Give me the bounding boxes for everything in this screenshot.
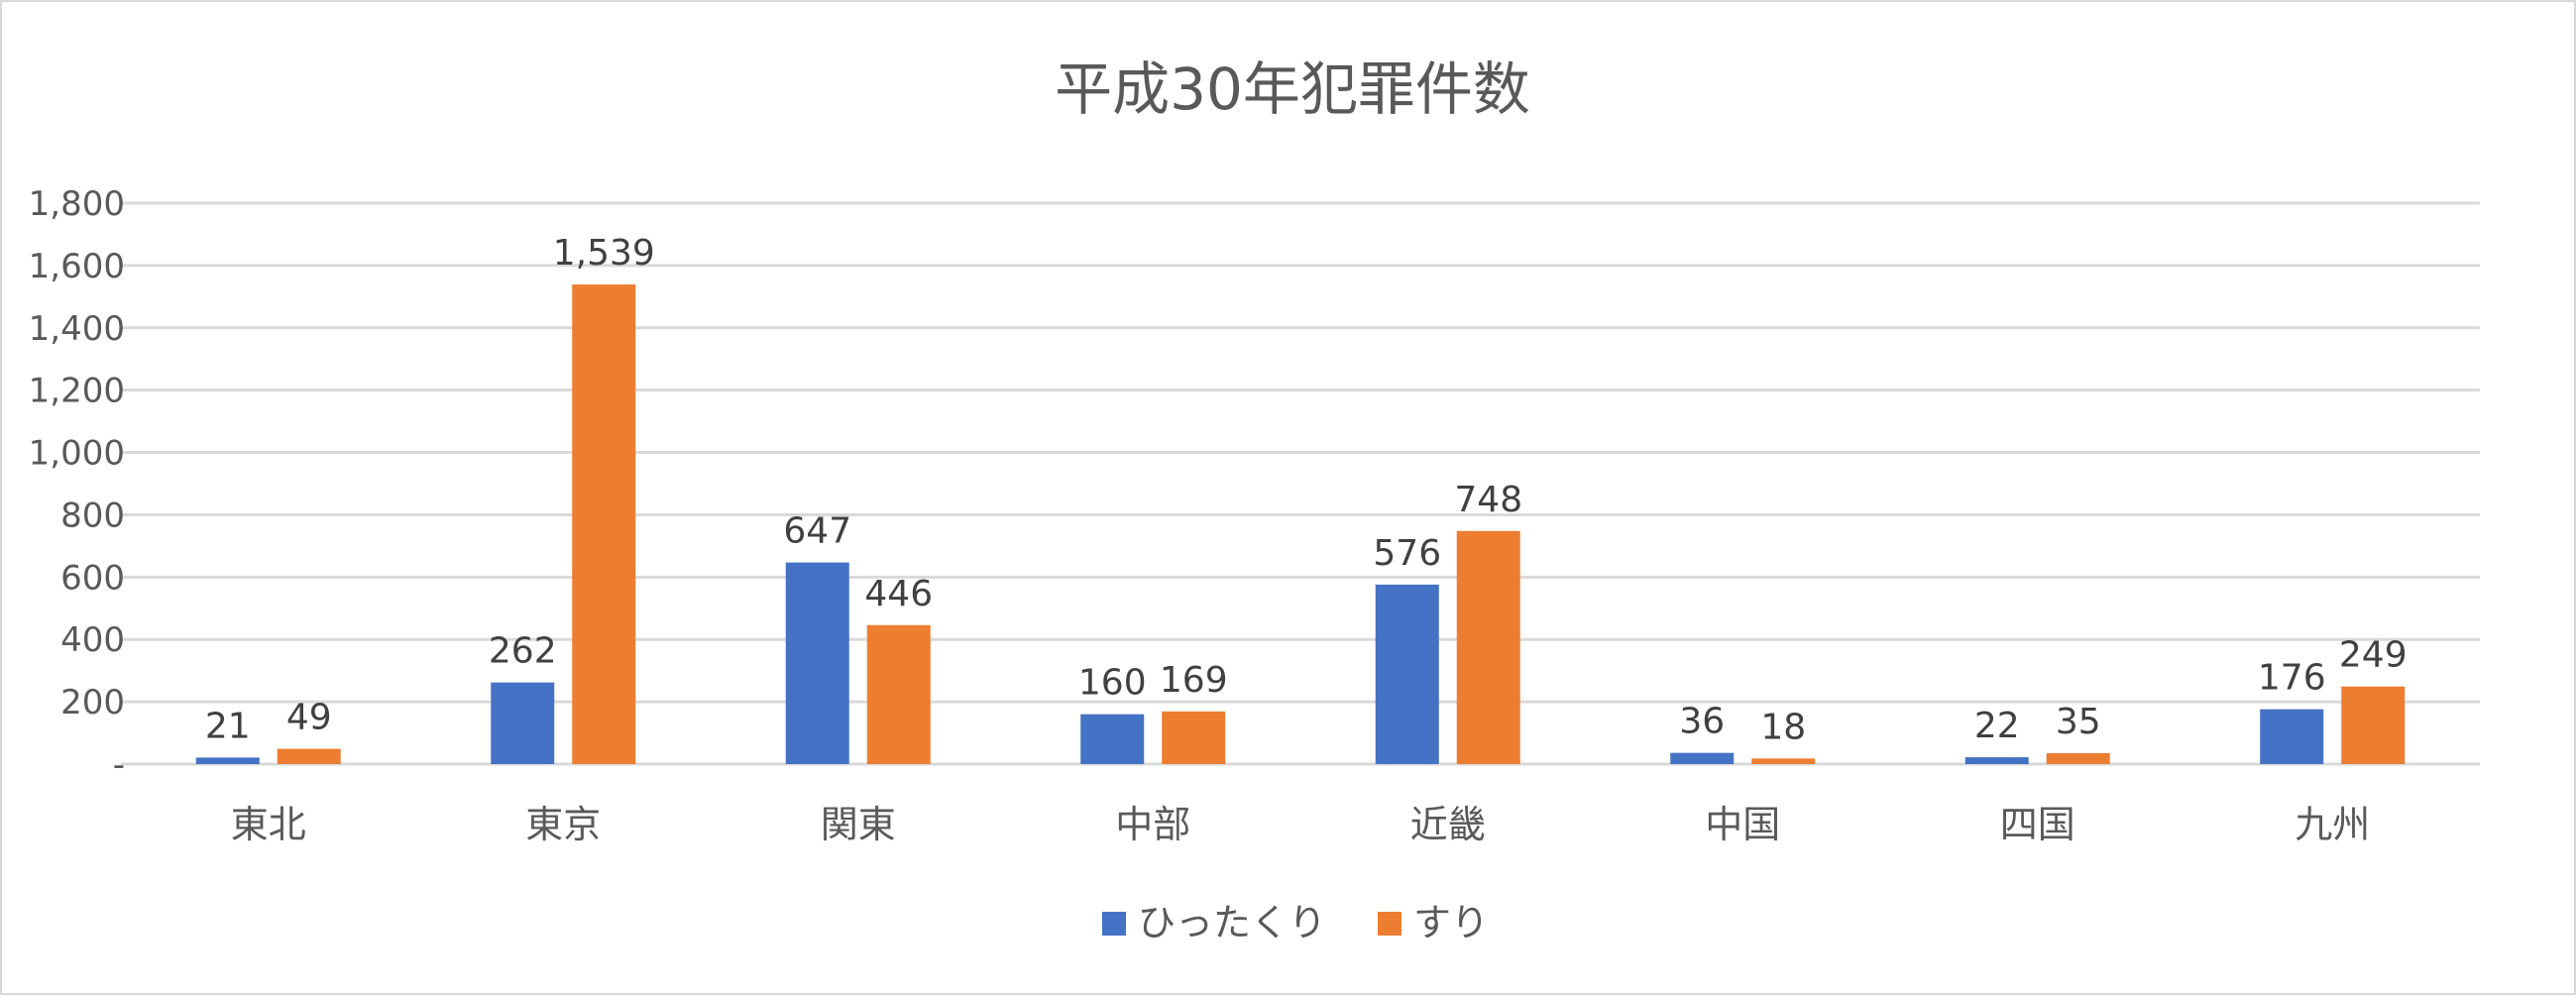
y-tick-label: 1,000 — [29, 434, 125, 474]
bar-suri — [866, 624, 931, 764]
bar-suri — [1751, 758, 1816, 764]
category-label: 中部 — [1115, 803, 1190, 846]
y-tick-label: 1,200 — [29, 372, 125, 411]
data-label: 35 — [2056, 702, 2101, 742]
y-tick-label: 1,400 — [29, 309, 125, 349]
data-label: 18 — [1760, 707, 1806, 747]
bar-hittakuri — [1375, 584, 1439, 764]
data-label: 160 — [1078, 663, 1147, 704]
bar-hittakuri — [195, 757, 260, 764]
bar-hittakuri — [785, 562, 849, 764]
y-tick-label: 400 — [60, 620, 125, 660]
y-tick-label: 600 — [60, 558, 125, 598]
data-label: 576 — [1373, 533, 1441, 574]
data-label: 176 — [2258, 658, 2326, 699]
legend-label: すり — [1413, 901, 1489, 944]
bar-suri — [572, 284, 636, 764]
bars — [195, 284, 2406, 764]
y-tick-label: 1,600 — [29, 247, 125, 286]
y-tick-label: - — [113, 745, 125, 785]
bar-suri — [1162, 711, 1226, 764]
data-label: 21 — [205, 706, 251, 746]
bar-hittakuri — [1964, 757, 2029, 764]
data-label: 262 — [489, 631, 557, 672]
data-label: 49 — [286, 698, 332, 738]
x-axis-categories: 東北 東京 関東 中部 近畿 中国 四国 九州 — [231, 803, 2371, 846]
data-label: 169 — [1160, 660, 1228, 701]
legend: ひったくり すり — [1102, 901, 1489, 944]
data-label: 22 — [1974, 706, 2020, 746]
bar-suri — [2046, 752, 2110, 764]
y-tick-label: 200 — [60, 683, 125, 722]
gridlines — [121, 201, 2480, 766]
y-tick-label: 800 — [60, 496, 125, 535]
bar-suri — [277, 748, 341, 764]
data-label: 647 — [783, 511, 851, 552]
legend-label: ひったくり — [1138, 901, 1326, 944]
data-labels: 21 49 262 1,539 647 446 160 169 576 748 36 18 22 35 17… — [205, 233, 2408, 747]
chart-title: 平成30年犯罪件数 — [1055, 55, 1530, 123]
bar-hittakuri — [2260, 709, 2324, 764]
legend-swatch — [1378, 912, 1401, 936]
legend-swatch — [1102, 912, 1126, 936]
data-label: 1,539 — [553, 233, 655, 274]
data-label: 36 — [1679, 702, 1725, 742]
category-label: 九州 — [2295, 803, 2370, 846]
bar-hittakuri — [1080, 714, 1145, 764]
data-label: 446 — [864, 574, 933, 614]
data-label: 249 — [2339, 635, 2408, 676]
bar-hittakuri — [1670, 752, 1735, 764]
data-label: 748 — [1454, 480, 1522, 520]
category-label: 東京 — [525, 803, 601, 846]
category-label: 近畿 — [1410, 803, 1486, 846]
category-label: 四国 — [2000, 803, 2075, 846]
category-label: 東北 — [231, 803, 306, 846]
bar-suri — [1456, 530, 1520, 764]
category-label: 関東 — [821, 803, 896, 846]
bar-hittakuri — [491, 682, 555, 764]
y-tick-label: 1,800 — [29, 184, 125, 224]
bar-suri — [2341, 686, 2406, 764]
category-label: 中国 — [1705, 803, 1780, 846]
y-axis-ticks: - 200 400 600 800 1,000 1,200 1,400 1,600 1,800 — [29, 184, 125, 785]
